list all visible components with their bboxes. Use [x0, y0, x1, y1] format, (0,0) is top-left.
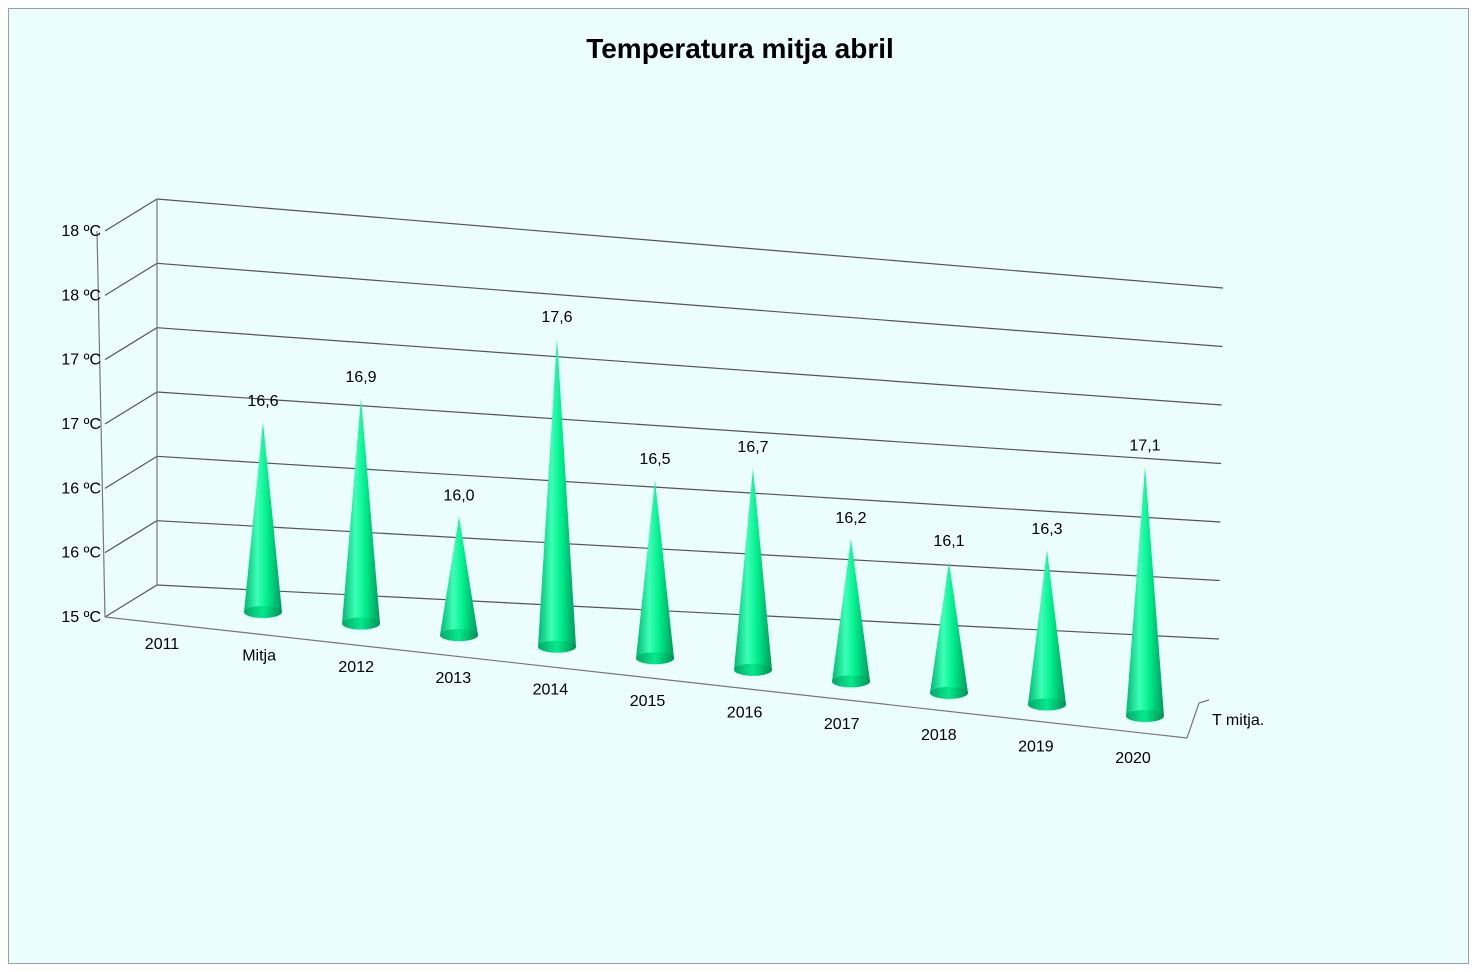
cone-body — [930, 562, 968, 699]
x-tick-label: 2014 — [533, 682, 569, 699]
cone-body — [1028, 550, 1066, 711]
cone-body — [1126, 466, 1164, 722]
data-label: 16,2 — [835, 510, 866, 527]
left-wall-line — [104, 198, 158, 232]
gridline — [156, 327, 1222, 406]
cone-2018 — [930, 562, 968, 699]
y-tick-label: 17 ºC — [61, 352, 101, 369]
chart-title: Temperatura mitja abril — [586, 33, 894, 64]
x-axis-labels: 2011 Mitja 2012 2013 2014 2015 2016 2017 2018 201… — [145, 636, 1151, 767]
y-tick-label: 17 ºC — [61, 416, 101, 433]
x-tick-label: 2011 — [145, 636, 180, 653]
x-tick-label: Mitja — [242, 647, 276, 664]
cone-2014 — [538, 337, 576, 653]
data-label: 16,5 — [639, 451, 670, 468]
y-tick-label: 16 ºC — [61, 480, 101, 497]
x-tick-label: 2015 — [630, 693, 666, 710]
gridlines — [96, 198, 1224, 739]
data-label: 17,1 — [1129, 438, 1160, 455]
cone-base — [538, 640, 576, 653]
cone-base — [1126, 710, 1164, 722]
x-tick-label: 2020 — [1115, 750, 1151, 767]
gridline — [156, 198, 1224, 289]
cone-body — [440, 516, 478, 642]
gridline — [156, 584, 1220, 640]
cone-body — [832, 538, 870, 688]
depth-axis-label: T mitja. — [1212, 712, 1264, 729]
x-tick-label: 2019 — [1018, 739, 1054, 756]
cone-body — [244, 421, 282, 618]
data-label: 16,3 — [1031, 521, 1062, 538]
left-wall-line — [104, 584, 158, 618]
cone-2015 — [636, 480, 674, 665]
cone-base — [1028, 698, 1066, 711]
y-axis-ticks: 15 ºC 16 ºC 16 ºC 17 ºC 17 ºC 18 ºC 18 ºC — [61, 223, 101, 626]
cone-2020 — [1126, 466, 1164, 722]
y-tick-label: 18 ºC — [61, 223, 101, 240]
x-tick-label: 2013 — [436, 670, 472, 687]
data-label: 17,6 — [541, 309, 572, 326]
data-label: 16,7 — [737, 439, 768, 456]
cones — [244, 337, 1164, 722]
left-wall-line — [104, 455, 158, 489]
cone-body — [342, 397, 380, 630]
gridline — [156, 455, 1221, 523]
data-label: 16,9 — [345, 369, 376, 386]
depth-tick — [1198, 699, 1210, 704]
gridline — [156, 391, 1222, 465]
cone-base — [244, 606, 282, 618]
cone-base — [734, 663, 772, 676]
data-label: 16,1 — [933, 533, 964, 550]
cone-base — [440, 629, 478, 642]
floor-front-edge — [104, 616, 1188, 739]
cone-2017 — [832, 538, 870, 688]
x-tick-label: 2012 — [338, 659, 374, 676]
y-tick-label: 18 ºC — [61, 287, 101, 304]
y-tick-label: 15 ºC — [61, 609, 101, 626]
cone-2012 — [342, 397, 380, 630]
cone-body — [636, 480, 674, 665]
cone-2013 — [440, 516, 478, 642]
cone-base — [342, 617, 380, 630]
cone-body — [538, 337, 576, 653]
x-tick-label: 2016 — [727, 704, 763, 721]
cone-base — [832, 675, 870, 688]
left-wall-line — [104, 262, 158, 296]
floor-right-edge — [1186, 702, 1200, 739]
gridline — [156, 520, 1220, 582]
cone-base — [930, 686, 968, 699]
gridline — [156, 262, 1223, 348]
data-label: 16,0 — [443, 487, 474, 504]
data-labels: 16,6 16,9 16,0 17,6 16,5 16,7 16,2 16,1 16,3 17,1 — [247, 309, 1160, 550]
x-tick-label: 2017 — [824, 716, 860, 733]
left-wall-line — [104, 520, 158, 554]
cone-2019 — [1028, 550, 1066, 711]
y-axis-line — [96, 230, 106, 618]
left-wall-line — [104, 391, 158, 425]
y-tick-label: 16 ºC — [61, 545, 101, 562]
cone-base — [636, 652, 674, 665]
x-tick-label: 2018 — [921, 727, 957, 744]
cone-body — [734, 467, 772, 676]
left-wall-line — [104, 327, 158, 361]
data-label: 16,6 — [247, 393, 278, 410]
chart-area: Temperatura mitja abril 15 ºC 16 ºC 16 ºC 1… — [8, 8, 1469, 964]
cone-Mitja — [244, 421, 282, 618]
cone-2016 — [734, 467, 772, 676]
